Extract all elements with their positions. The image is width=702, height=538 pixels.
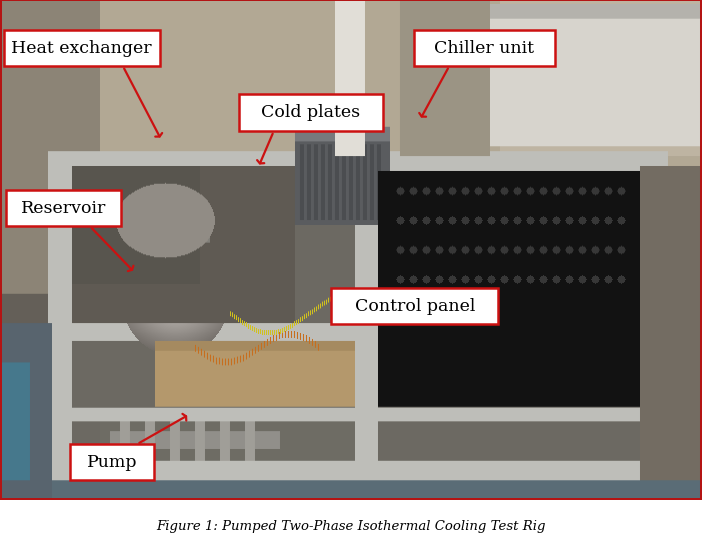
Text: Reservoir: Reservoir — [20, 200, 106, 217]
Text: Pump: Pump — [87, 454, 138, 471]
Text: Figure 1: Pumped Two-Phase Isothermal Cooling Test Rig: Figure 1: Pumped Two-Phase Isothermal Co… — [157, 520, 545, 533]
Text: Chiller unit: Chiller unit — [435, 39, 534, 56]
FancyBboxPatch shape — [4, 30, 160, 66]
Text: Cold plates: Cold plates — [261, 104, 360, 121]
FancyBboxPatch shape — [414, 30, 555, 66]
FancyBboxPatch shape — [6, 190, 121, 226]
Text: Control panel: Control panel — [355, 298, 475, 315]
FancyBboxPatch shape — [70, 444, 154, 480]
FancyBboxPatch shape — [331, 288, 498, 324]
Text: Heat exchanger: Heat exchanger — [11, 39, 152, 56]
FancyBboxPatch shape — [239, 94, 383, 131]
